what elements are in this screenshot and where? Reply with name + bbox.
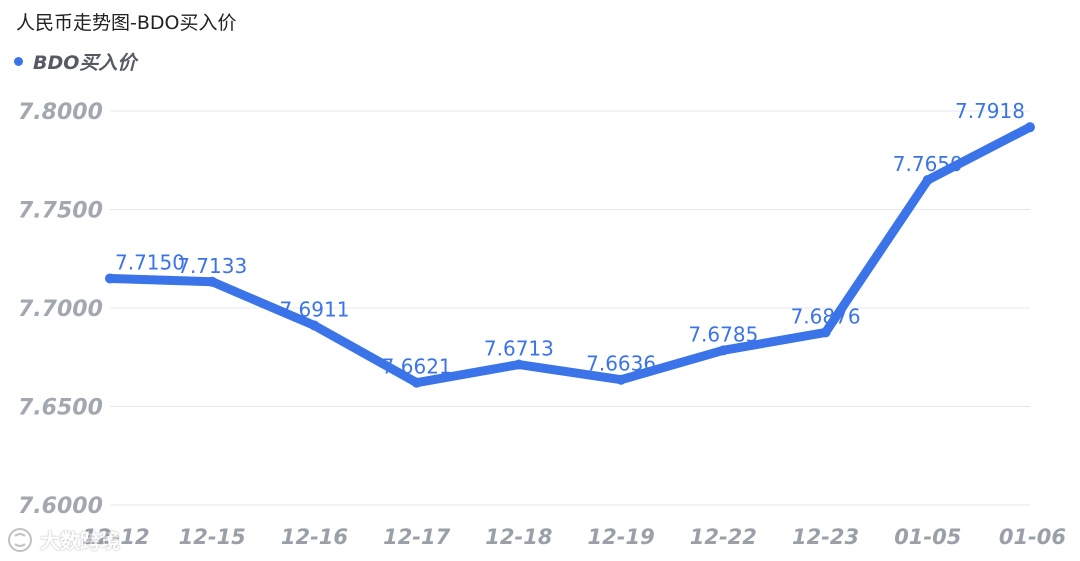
chart-title: 人民币走势图-BDO买入价 [16, 12, 237, 34]
data-label: 7.6876 [791, 304, 861, 328]
data-label: 7.6713 [484, 337, 554, 361]
data-point[interactable] [1025, 122, 1035, 133]
data-label: 7.7133 [177, 254, 247, 278]
data-label: 7.7918 [955, 99, 1025, 123]
x-tick-label: 01-05 [894, 525, 961, 549]
data-label: 7.7150 [115, 250, 185, 274]
data-point[interactable] [513, 359, 524, 370]
y-tick-label: 7.7500 [18, 199, 103, 224]
x-tick-label: 12-19 [588, 525, 655, 549]
data-point[interactable] [411, 377, 422, 388]
x-tick-label: 12-16 [281, 525, 348, 549]
x-axis-ticks: 12-12 12-15 12-16 12-17 12-18 12-19 12-22 12-23… [82, 525, 1066, 549]
data-point[interactable] [309, 320, 320, 331]
x-tick-label: 12-22 [690, 525, 757, 549]
series-line[interactable] [109, 123, 1033, 388]
brand-logo-icon [8, 527, 32, 552]
legend-marker [14, 57, 23, 66]
data-point[interactable] [718, 345, 729, 356]
y-tick-label: 7.8000 [18, 100, 103, 125]
data-point[interactable] [922, 174, 933, 185]
y-tick-label: 7.7000 [18, 297, 103, 322]
data-label: 7.6911 [279, 298, 349, 322]
y-tick-label: 7.6500 [18, 396, 103, 421]
legend-label: BDO买入价 [33, 52, 137, 74]
data-label: 7.6621 [382, 355, 452, 379]
data-point[interactable] [616, 374, 627, 385]
data-point[interactable] [820, 327, 831, 338]
x-tick-label: 12-15 [179, 525, 246, 549]
x-tick-label: 12-12 [82, 525, 149, 549]
x-tick-label: 12-23 [792, 525, 859, 549]
x-tick-label: 12-18 [485, 525, 552, 549]
watermark: 大数跨境 [6, 525, 120, 554]
series-line-layer [105, 122, 1035, 388]
x-tick-label: 12-17 [383, 525, 451, 549]
data-label: 7.6785 [688, 322, 758, 346]
watermark-text: 大数跨境 [40, 529, 120, 553]
x-tick-label: 01-06 [999, 525, 1066, 549]
y-tick-label: 7.6000 [18, 494, 103, 519]
legend[interactable]: BDO买入价 [14, 48, 136, 75]
data-label: 7.6636 [586, 352, 656, 376]
data-point[interactable] [105, 273, 115, 284]
data-point[interactable] [207, 276, 218, 287]
data-label: 7.7650 [893, 152, 963, 176]
y-axis-ticks: 7.8000 7.7500 7.7000 7.6500 7.6000 [18, 100, 103, 519]
